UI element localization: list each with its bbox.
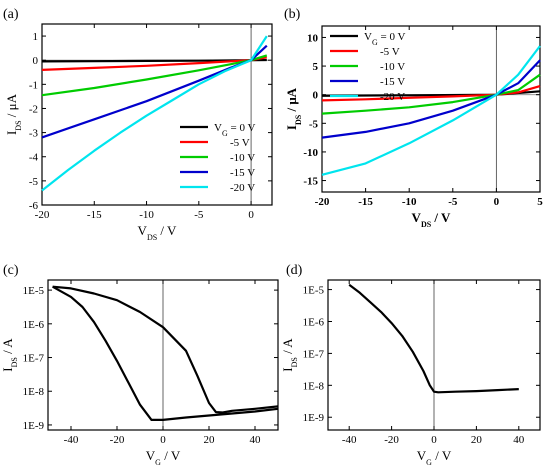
x-tick-label: 40 — [513, 434, 525, 446]
y-tick-label: -6 — [29, 200, 39, 212]
x-tick-label: 0 — [431, 434, 437, 446]
y-tick-label: 1E-8 — [303, 380, 325, 392]
y-tick-label: -5 — [309, 118, 319, 130]
x-tick-label: -40 — [342, 434, 357, 446]
series-line-0 — [348, 283, 519, 394]
y-tick-label: -5 — [29, 176, 39, 188]
y-tick-label: -3 — [29, 128, 39, 140]
y-axis-label: IDS / μA — [284, 87, 303, 130]
x-tick-label: -15 — [358, 196, 373, 208]
x-tick-label: -10 — [139, 209, 154, 221]
series-line-2 — [321, 73, 541, 115]
y-tick-label: 1E-6 — [23, 319, 45, 331]
legend-label: -15 V — [230, 167, 255, 179]
legend-label: -10 V — [230, 152, 255, 164]
x-tick-label: -20 — [384, 434, 399, 446]
series-line-3 — [321, 59, 541, 139]
panel-label: (c) — [3, 263, 19, 278]
series-line-1 — [321, 85, 541, 102]
y-tick-label: -4 — [29, 152, 39, 164]
legend-label: -5 V — [380, 46, 400, 58]
y-tick-label: 0 — [33, 55, 39, 67]
x-axis-label: VDS / V — [138, 223, 178, 242]
series-line-1 — [52, 285, 279, 421]
series-line-0 — [52, 285, 279, 414]
x-tick-label: -40 — [64, 434, 79, 446]
x-tick-label: -10 — [402, 196, 417, 208]
y-axis-label: IDS / μA — [4, 93, 23, 135]
y-axis-label: IDS / A — [280, 338, 299, 372]
x-tick-label: 0 — [160, 434, 166, 446]
legend-label: -20 V — [380, 91, 405, 103]
panel-label: (b) — [284, 7, 301, 22]
legend-label: -15 V — [380, 76, 405, 88]
x-axis-label: VG / V — [146, 448, 181, 467]
panel-label: (a) — [3, 7, 19, 22]
x-axis-label: VDS / V — [412, 210, 452, 229]
y-tick-label: 1 — [33, 31, 39, 43]
x-tick-label: -5 — [448, 196, 458, 208]
series-line-4 — [321, 45, 541, 176]
y-tick-label: 1E-9 — [303, 412, 325, 424]
y-tick-label: -2 — [29, 103, 38, 115]
x-tick-label: 20 — [471, 434, 483, 446]
y-tick-label: 1E-8 — [23, 386, 45, 398]
x-tick-label: 0 — [494, 196, 500, 208]
x-tick-label: 0 — [248, 209, 254, 221]
y-tick-label: 1E-6 — [303, 316, 325, 328]
y-tick-label: 10 — [307, 32, 319, 44]
x-tick-label: -20 — [315, 196, 330, 208]
x-tick-label: 5 — [537, 196, 543, 208]
x-tick-label: -20 — [35, 209, 50, 221]
y-tick-label: -15 — [303, 176, 318, 188]
y-axis-label: IDS / A — [0, 338, 19, 372]
panel-d: (d) -40 -20 0 20 40 1E-5 1E-6 1E-7 1E-8 1E-9 VG / V… — [280, 263, 541, 467]
y-tick-label: -10 — [303, 147, 318, 159]
x-tick-label: -15 — [87, 209, 102, 221]
plot-frame — [321, 25, 541, 193]
y-tick-label: 1E-9 — [23, 420, 45, 432]
x-tick-label: -20 — [110, 434, 125, 446]
x-tick-label: -5 — [194, 209, 204, 221]
y-tick-label: 0 — [313, 90, 319, 102]
plot-frame — [41, 23, 273, 206]
y-tick-label: 5 — [313, 61, 319, 73]
panel-b: (b) -20 -15 -10 -5 0 5 10 5 0 -5 -10 -15 VDS / V IDS /… — [284, 7, 543, 229]
legend-label: -5 V — [230, 137, 250, 149]
panel-label: (d) — [286, 263, 303, 278]
legend-label: -10 V — [380, 61, 405, 73]
legend-label: VG = 0 V — [214, 122, 255, 138]
x-tick-label: 20 — [204, 434, 216, 446]
y-tick-label: 1E-5 — [23, 285, 45, 297]
y-tick-label: 1E-5 — [303, 285, 325, 297]
legend-label: -20 V — [230, 182, 255, 194]
series-line-4 — [41, 35, 268, 192]
y-tick-label: 1E-7 — [303, 348, 325, 360]
legend-label: VG = 0 V — [364, 31, 405, 47]
panel-c: (c) -40 -20 0 20 40 1E-5 1E-6 1E-7 1E-8 1E-9 VG / V… — [0, 263, 279, 467]
panel-a: (a) -20 -15 -10 -5 0 1 0 -1 -2 -3 -4 -5 -6 VDS / V IDS … — [3, 7, 273, 242]
x-axis-label: VG / V — [417, 448, 452, 467]
x-tick-label: 40 — [250, 434, 262, 446]
y-tick-label: 1E-7 — [23, 353, 45, 365]
y-tick-label: -1 — [29, 79, 38, 91]
